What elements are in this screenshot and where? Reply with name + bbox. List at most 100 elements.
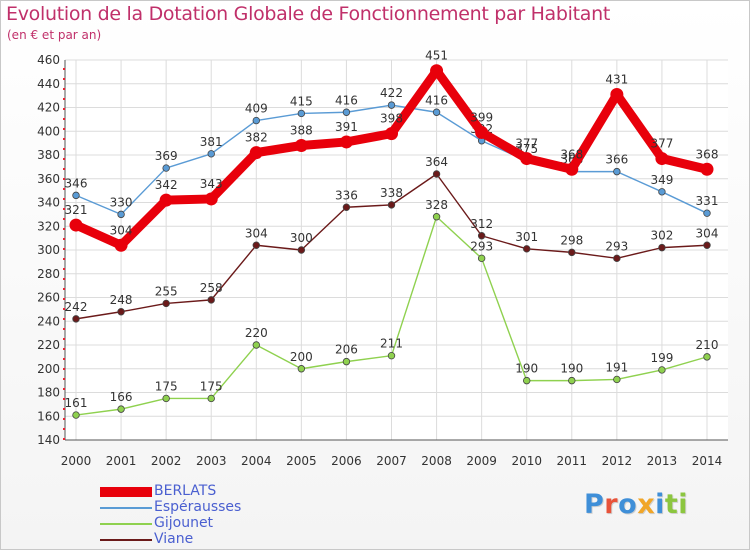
data-point-esperausses (342, 108, 351, 116)
y-tick-label: 360 (37, 172, 60, 186)
axis-tick-mark (63, 338, 65, 340)
data-point-esperausses (432, 108, 441, 116)
data-label-esperausses: 366 (605, 153, 628, 167)
axis-tick-mark (63, 258, 65, 260)
axis-tick-mark (63, 218, 65, 220)
data-point-viane (523, 245, 531, 253)
data-label-esperausses: 330 (110, 195, 133, 209)
data-point-viane (72, 315, 80, 323)
data-point-berlats (610, 87, 624, 101)
data-label-viane: 304 (245, 226, 268, 240)
data-label-berlats: 321 (65, 203, 88, 217)
axis-tick-mark (63, 198, 65, 200)
data-label-gijounet: 211 (380, 337, 403, 351)
axis-tick-mark (63, 128, 65, 130)
data-label-gijounet: 206 (335, 343, 358, 357)
y-tick-label: 180 (37, 386, 60, 400)
y-tick-label: 380 (37, 148, 60, 162)
data-point-berlats (475, 125, 489, 139)
data-label-viane: 302 (650, 229, 673, 243)
data-point-berlats (114, 238, 128, 252)
data-point-berlats (294, 139, 308, 152)
data-point-esperausses (658, 188, 666, 196)
data-point-esperausses (72, 191, 80, 200)
y-tick-label: 320 (37, 219, 60, 233)
data-point-viane (162, 299, 170, 308)
axis-tick-mark (63, 68, 65, 70)
axis-tick-mark (63, 248, 65, 250)
data-label-viane: 298 (560, 233, 583, 247)
axis-tick-mark (63, 378, 65, 380)
data-label-viane: 248 (110, 293, 133, 307)
x-tick-label: 2012 (602, 454, 633, 468)
axis-tick-mark (63, 88, 65, 90)
data-label-esperausses: 416 (425, 93, 448, 107)
data-point-berlats (565, 162, 579, 176)
y-tick-label: 440 (37, 77, 60, 91)
data-label-berlats: 391 (335, 120, 358, 134)
data-point-gijounet (523, 376, 531, 385)
y-tick-label: 140 (37, 433, 60, 447)
data-point-berlats (249, 146, 263, 160)
data-point-viane (207, 296, 215, 304)
x-tick-label: 2006 (331, 454, 362, 468)
data-label-esperausses: 409 (245, 102, 268, 116)
legend-label-berlats: BERLATS (154, 483, 217, 499)
axis-tick-mark (63, 188, 65, 190)
data-point-berlats (159, 193, 173, 207)
data-point-viane (387, 201, 396, 209)
legend-item-gijounet: Gijounet (100, 515, 320, 532)
axis-tick-mark (63, 298, 65, 300)
data-label-esperausses: 346 (65, 176, 88, 190)
axis-tick-mark (63, 98, 65, 100)
data-point-berlats (69, 218, 83, 232)
data-label-berlats: 388 (290, 124, 313, 138)
data-point-gijounet (297, 365, 306, 373)
data-label-esperausses: 369 (155, 149, 178, 163)
data-label-esperausses: 422 (380, 86, 403, 100)
data-label-gijounet: 190 (560, 362, 583, 376)
data-point-viane (703, 241, 711, 249)
x-tick-label: 2011 (557, 454, 588, 468)
axis-tick-mark (63, 398, 65, 400)
data-label-gijounet: 328 (425, 198, 448, 212)
legend-label-esperausses: Espérausses (154, 499, 242, 515)
axis-tick-mark (63, 308, 65, 310)
data-label-berlats: 342 (155, 178, 178, 192)
axis-tick-mark (63, 238, 65, 240)
data-point-gijounet (477, 254, 486, 263)
axis-tick-mark (63, 278, 65, 280)
data-label-gijounet: 175 (155, 379, 178, 393)
data-label-berlats: 382 (245, 131, 268, 145)
data-label-viane: 304 (696, 226, 719, 240)
axis-tick-mark (63, 138, 65, 140)
legend-label-gijounet: Gijounet (154, 515, 214, 531)
y-tick-label: 260 (37, 291, 60, 305)
data-label-gijounet: 220 (245, 326, 268, 340)
data-label-gijounet: 210 (696, 338, 719, 352)
x-tick-label: 2002 (151, 454, 182, 468)
data-point-esperausses (297, 109, 306, 118)
data-point-viane (568, 248, 576, 257)
axis-tick-mark (63, 288, 65, 290)
data-label-berlats: 343 (200, 177, 223, 191)
axis-tick-mark (63, 318, 65, 320)
data-label-berlats: 304 (110, 223, 133, 237)
data-label-gijounet: 293 (470, 239, 493, 253)
x-tick-label: 2000 (61, 454, 92, 468)
data-point-gijounet (342, 357, 351, 366)
x-tick-label: 2009 (466, 454, 497, 468)
y-tick-label: 460 (37, 53, 60, 67)
data-point-viane (658, 243, 666, 252)
data-point-berlats (339, 135, 353, 149)
data-label-berlats: 451 (425, 49, 448, 63)
data-point-viane (252, 241, 260, 249)
axis-tick-mark (63, 178, 65, 180)
chart-subtitle: (en € et par an) (7, 28, 102, 42)
data-point-gijounet (613, 375, 621, 384)
legend-swatch-gijounet (100, 523, 152, 525)
data-point-esperausses (387, 101, 396, 109)
axis-tick-mark (63, 368, 65, 370)
data-point-berlats (430, 64, 444, 78)
axis-tick-mark (63, 418, 65, 420)
